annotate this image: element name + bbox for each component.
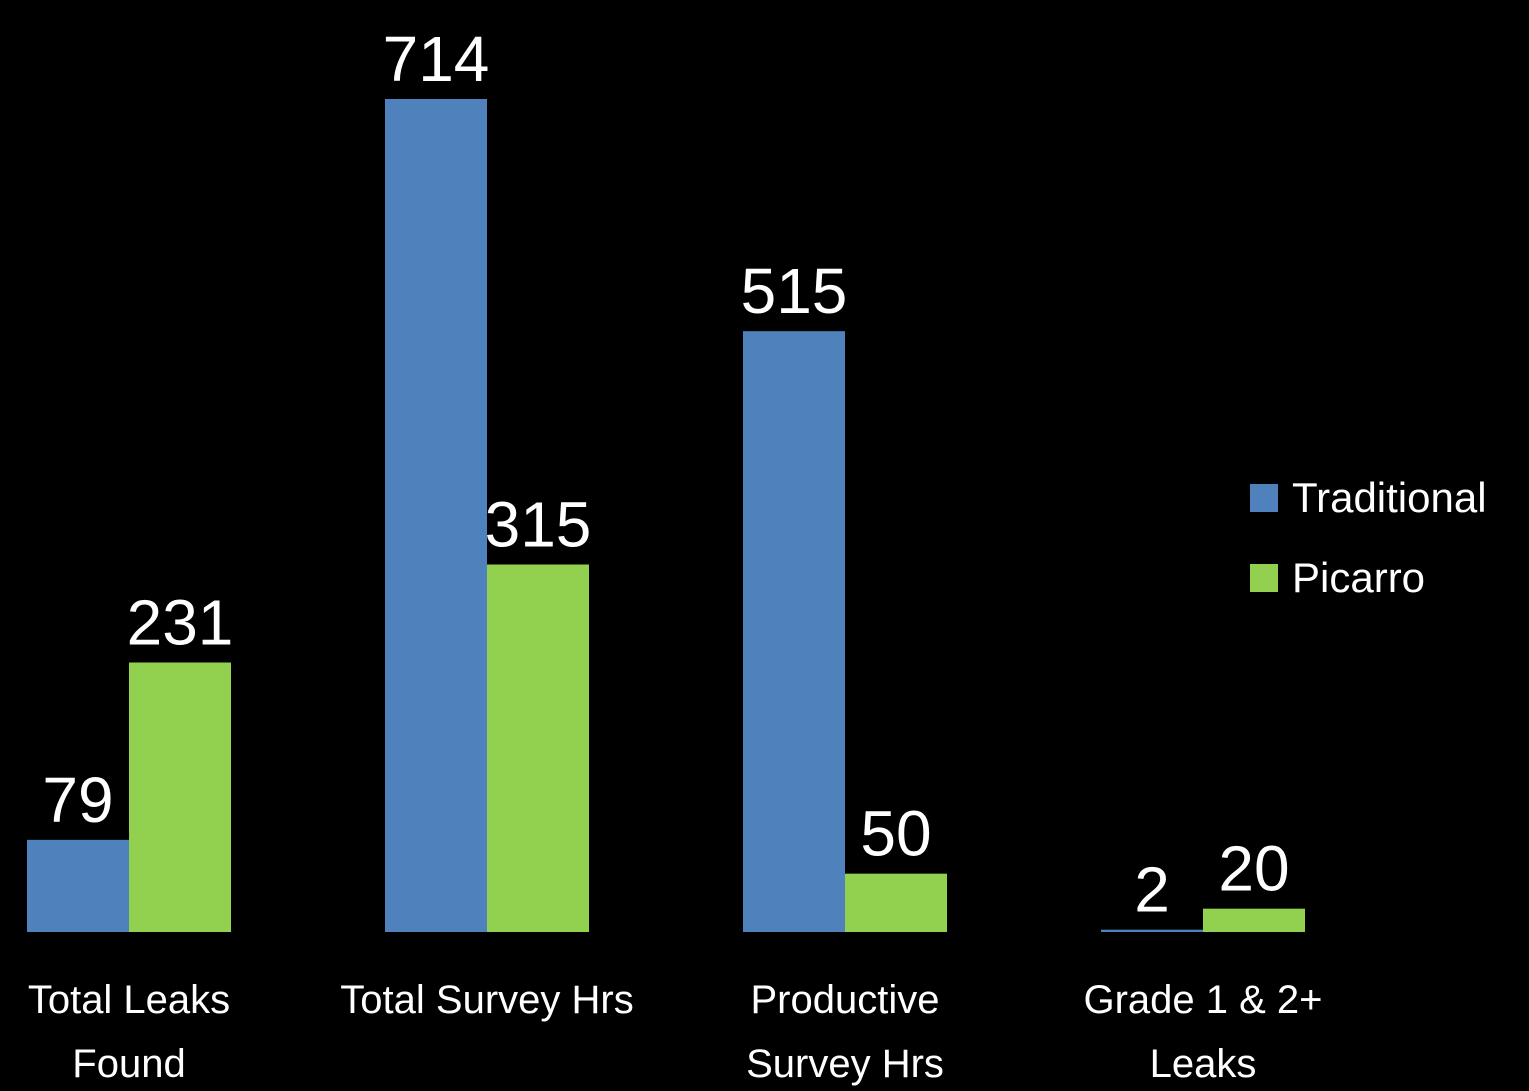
bar: [1203, 908, 1305, 932]
x-tick-label: Productive Survey Hrs: [746, 978, 944, 1086]
x-tick-label: Total Leaks Found: [27, 978, 231, 1086]
legend-label: Traditional: [1292, 474, 1487, 521]
legend-label: Picarro: [1292, 554, 1425, 601]
value-label: 20: [1218, 833, 1289, 905]
bar: [385, 99, 487, 932]
bar: [1101, 929, 1203, 932]
legend-swatch: [1250, 564, 1278, 592]
value-label: 50: [860, 798, 931, 870]
value-label: 2: [1134, 854, 1170, 926]
x-tick-label: Total Survey Hrs: [340, 978, 634, 1022]
legend-swatch: [1250, 484, 1278, 512]
value-label: 315: [485, 489, 592, 561]
value-label: 714: [383, 23, 490, 95]
value-label: 79: [42, 764, 113, 836]
bar: [27, 839, 129, 932]
value-label: 515: [741, 255, 848, 327]
x-tick-label: Grade 1 & 2+ Leaks: [1083, 978, 1323, 1086]
value-label: 231: [127, 587, 234, 659]
bar: [129, 662, 231, 932]
bar: [845, 873, 947, 932]
bar: [487, 564, 589, 932]
bar: [743, 331, 845, 933]
